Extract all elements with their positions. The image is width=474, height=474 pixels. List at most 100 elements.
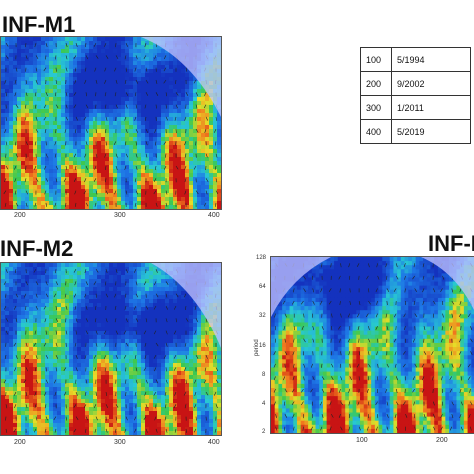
power-cell [61,53,66,58]
phase-arrow [214,128,217,133]
power-cell [145,141,150,146]
power-cell [149,201,154,206]
power-cell [205,371,210,376]
power-cell [121,105,126,110]
power-cell [25,97,30,102]
power-cell [57,331,62,336]
power-cell [17,323,22,328]
power-cell [17,283,22,288]
power-cell [109,57,114,62]
power-cell [165,287,170,292]
power-cell [29,141,34,146]
power-cell [33,315,38,320]
power-cell [193,419,198,424]
power-cell [29,93,34,98]
power-cell [45,347,50,352]
power-cell [21,351,26,356]
power-cell [53,399,58,404]
power-cell [45,57,50,62]
power-cell [89,327,94,332]
power-cell [41,387,46,392]
power-cell [113,109,118,114]
power-cell [13,355,18,360]
power-cell [81,77,86,82]
power-cell [105,383,110,388]
phase-arrow [204,92,207,97]
power-cell [105,263,110,268]
power-cell [137,85,142,90]
power-cell [41,263,46,268]
power-cell [201,371,206,376]
power-cell [21,307,26,312]
power-cell [65,387,70,392]
power-cell [29,263,34,268]
power-cell [61,367,66,372]
power-cell [89,335,94,340]
power-cell [29,335,34,340]
power-cell [121,371,126,376]
power-cell [137,395,142,400]
power-cell [109,65,114,70]
power-cell [89,137,94,142]
power-cell [161,205,166,209]
power-cell [65,161,70,166]
power-cell [121,73,126,78]
power-cell [1,399,6,404]
power-cell [97,121,102,126]
power-cell [17,367,22,372]
power-cell [117,133,122,138]
power-cell [45,121,50,126]
power-cell [21,173,26,178]
power-cell [185,77,190,82]
power-cell [145,279,150,284]
power-cell [189,351,194,356]
power-cell [165,153,170,158]
power-cell [1,137,6,142]
power-cell [17,97,22,102]
power-cell [129,41,134,46]
power-cell [45,339,50,344]
phase-arrow [84,79,87,84]
power-cell [37,109,42,114]
phase-arrow [113,141,117,146]
power-cell [49,69,54,74]
phase-arrow [65,141,67,146]
power-cell [141,363,146,368]
power-cell [61,97,66,102]
power-cell [161,145,166,150]
power-cell [93,323,98,328]
power-cell [133,85,138,90]
power-cell [17,399,22,404]
power-cell [145,411,150,416]
power-cell [5,299,10,304]
power-cell [137,141,142,146]
power-cell [73,423,78,428]
power-cell [173,427,178,432]
power-cell [109,379,114,384]
power-cell [125,161,130,166]
power-cell [89,145,94,150]
power-cell [13,177,18,182]
power-cell [65,197,70,202]
power-cell [165,205,170,209]
power-cell [189,205,194,209]
power-cell [121,113,126,118]
power-cell [97,415,102,420]
power-cell [69,49,74,54]
power-cell [33,41,38,46]
power-cell [57,271,62,276]
power-cell [209,129,214,134]
power-cell [201,149,206,154]
power-cell [201,403,206,408]
power-cell [1,343,6,348]
power-cell [73,89,78,94]
power-cell [133,173,138,178]
power-cell [57,315,62,320]
power-cell [33,169,38,174]
power-cell [117,105,122,110]
power-cell [49,173,54,178]
power-cell [161,53,166,58]
power-cell [121,185,126,190]
power-cell [129,53,134,58]
power-cell [41,427,46,432]
